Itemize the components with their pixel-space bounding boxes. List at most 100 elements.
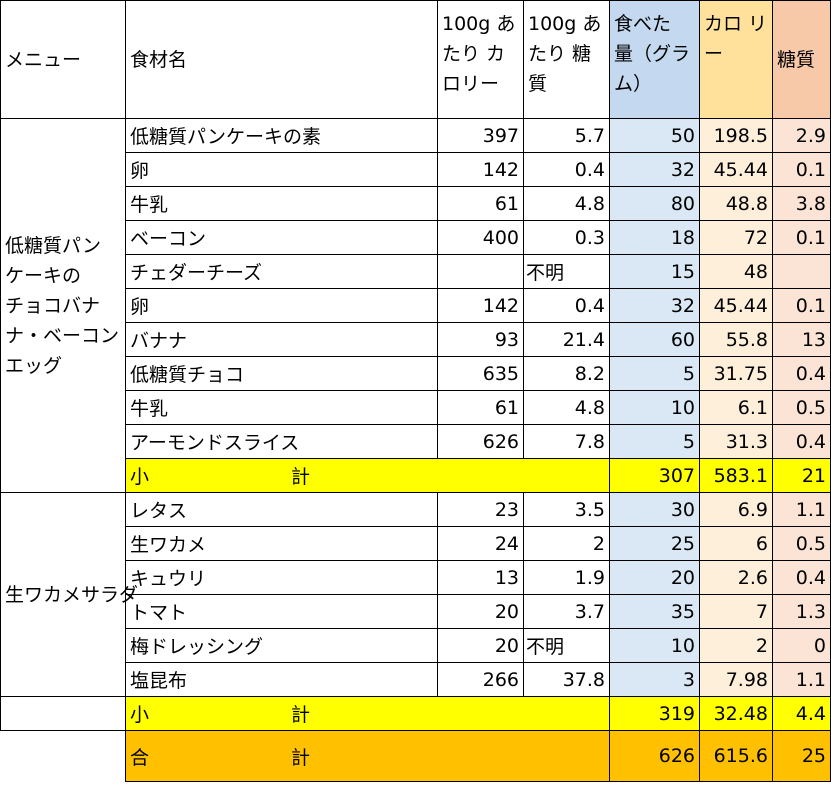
sugar-cell[interactable]: 0.1 xyxy=(772,288,831,323)
amount-cell[interactable]: 50 xyxy=(609,118,700,153)
amount-cell[interactable]: 18 xyxy=(609,220,700,255)
amount-cell[interactable]: 80 xyxy=(609,186,700,221)
total[interactable]: 合計 xyxy=(125,730,610,782)
calorie-cell[interactable]: 7.98 xyxy=(699,662,773,697)
amount-cell[interactable]: 3 xyxy=(609,662,700,697)
kcal-per-100g-cell[interactable]: 400 xyxy=(437,220,524,255)
header-calorie[interactable]: カロ リー xyxy=(699,0,773,119)
sugar-per-100g-cell[interactable]: 7.8 xyxy=(523,424,610,459)
kcal-per-100g-cell[interactable]: 24 xyxy=(437,526,524,561)
kcal-per-100g-cell[interactable]: 20 xyxy=(437,594,524,629)
sugar-per-100g-cell[interactable]: 不明 xyxy=(523,628,610,663)
ingredient-cell[interactable]: アーモンドスライス xyxy=(125,424,438,459)
calorie-cell[interactable]: 45.44 xyxy=(699,152,773,187)
amount-cell[interactable]: 25 xyxy=(609,526,700,561)
header-sugar-per-100g[interactable]: 100g あたり 糖質 xyxy=(523,0,610,119)
amount-cell[interactable]: 32 xyxy=(609,288,700,323)
amount-cell[interactable]: 10 xyxy=(609,390,700,425)
calorie-cell[interactable]: 72 xyxy=(699,220,773,255)
sugar-cell[interactable]: 0.5 xyxy=(772,390,831,425)
subtotal-sugar[interactable]: 21 xyxy=(772,458,831,493)
kcal-per-100g-cell[interactable]: 635 xyxy=(437,356,524,391)
kcal-per-100g-cell[interactable]: 397 xyxy=(437,118,524,153)
sugar-cell[interactable]: 0.4 xyxy=(772,424,831,459)
header-kcal-per-100g[interactable]: 100g あたり カロリー xyxy=(437,0,524,119)
calorie-cell[interactable]: 7 xyxy=(699,594,773,629)
sugar-per-100g-cell[interactable]: 0.3 xyxy=(523,220,610,255)
kcal-per-100g-cell[interactable]: 61 xyxy=(437,390,524,425)
kcal-per-100g-cell[interactable]: 626 xyxy=(437,424,524,459)
calorie-cell[interactable]: 2.6 xyxy=(699,560,773,595)
sugar-per-100g-cell[interactable]: 3.7 xyxy=(523,594,610,629)
calorie-cell[interactable]: 55.8 xyxy=(699,322,773,357)
ingredient-cell[interactable]: レタス xyxy=(125,492,438,527)
amount-cell[interactable]: 32 xyxy=(609,152,700,187)
calorie-cell[interactable]: 6 xyxy=(699,526,773,561)
calorie-cell[interactable]: 48.8 xyxy=(699,186,773,221)
sugar-per-100g-cell[interactable]: 不明 xyxy=(523,254,610,289)
subtotal[interactable]: 小計 xyxy=(125,458,610,493)
total-calorie[interactable]: 615.6 xyxy=(699,730,773,782)
kcal-per-100g-cell[interactable] xyxy=(437,254,524,289)
sugar-cell[interactable]: 13 xyxy=(772,322,831,357)
ingredient-cell[interactable]: 塩昆布 xyxy=(125,662,438,697)
header-menu[interactable]: メニュー xyxy=(0,0,126,119)
calorie-cell[interactable]: 6.1 xyxy=(699,390,773,425)
ingredient-cell[interactable]: 卵 xyxy=(125,152,438,187)
ingredient-cell[interactable]: ベーコン xyxy=(125,220,438,255)
ingredient-cell[interactable]: 卵 xyxy=(125,288,438,323)
header-amount[interactable]: 食べた 量（グラ ム） xyxy=(609,0,700,119)
sugar-cell[interactable]: 0.4 xyxy=(772,560,831,595)
subtotal[interactable]: 小計 xyxy=(125,696,610,731)
menu-name-cell[interactable]: 生ワカメサラダ xyxy=(0,492,138,697)
sugar-per-100g-cell[interactable]: 4.8 xyxy=(523,186,610,221)
calorie-cell[interactable]: 2 xyxy=(699,628,773,663)
amount-cell[interactable]: 20 xyxy=(609,560,700,595)
sugar-cell[interactable]: 0.4 xyxy=(772,356,831,391)
ingredient-cell[interactable]: 低糖質パンケーキの素 xyxy=(125,118,438,153)
sugar-cell[interactable]: 0.1 xyxy=(772,152,831,187)
sugar-cell[interactable]: 1.3 xyxy=(772,594,831,629)
amount-cell[interactable]: 60 xyxy=(609,322,700,357)
sugar-per-100g-cell[interactable]: 37.8 xyxy=(523,662,610,697)
ingredient-cell[interactable]: キュウリ xyxy=(125,560,438,595)
subtotal-amount[interactable]: 319 xyxy=(609,696,700,731)
ingredient-cell[interactable]: トマト xyxy=(125,594,438,629)
calorie-cell[interactable]: 31.3 xyxy=(699,424,773,459)
subtotal-amount[interactable]: 307 xyxy=(609,458,700,493)
subtotal-sugar[interactable]: 4.4 xyxy=(772,696,831,731)
ingredient-cell[interactable]: 梅ドレッシング xyxy=(125,628,438,663)
kcal-per-100g-cell[interactable]: 13 xyxy=(437,560,524,595)
calorie-cell[interactable]: 45.44 xyxy=(699,288,773,323)
calorie-cell[interactable]: 6.9 xyxy=(699,492,773,527)
kcal-per-100g-cell[interactable]: 23 xyxy=(437,492,524,527)
menu-name-cell[interactable]: 低糖質パン ケーキの チョコバナ ナ・ベーコン エッグ xyxy=(0,118,126,493)
calorie-cell[interactable]: 31.75 xyxy=(699,356,773,391)
calorie-cell[interactable]: 48 xyxy=(699,254,773,289)
ingredient-cell[interactable]: 生ワカメ xyxy=(125,526,438,561)
sugar-cell[interactable]: 2.9 xyxy=(772,118,831,153)
sugar-per-100g-cell[interactable]: 21.4 xyxy=(523,322,610,357)
amount-cell[interactable]: 5 xyxy=(609,356,700,391)
sugar-per-100g-cell[interactable]: 0.4 xyxy=(523,152,610,187)
ingredient-cell[interactable]: バナナ xyxy=(125,322,438,357)
sugar-per-100g-cell[interactable]: 0.4 xyxy=(523,288,610,323)
subtotal-calorie[interactable]: 583.1 xyxy=(699,458,773,493)
sugar-cell[interactable] xyxy=(772,254,831,289)
sugar-per-100g-cell[interactable]: 4.8 xyxy=(523,390,610,425)
sugar-cell[interactable]: 0.5 xyxy=(772,526,831,561)
amount-cell[interactable]: 10 xyxy=(609,628,700,663)
ingredient-cell[interactable]: 牛乳 xyxy=(125,186,438,221)
sugar-cell[interactable]: 1.1 xyxy=(772,662,831,697)
total-menu-blank[interactable] xyxy=(0,730,126,782)
sugar-cell[interactable]: 0 xyxy=(772,628,831,663)
total-amount[interactable]: 626 xyxy=(609,730,700,782)
calorie-cell[interactable]: 198.5 xyxy=(699,118,773,153)
sugar-per-100g-cell[interactable]: 1.9 xyxy=(523,560,610,595)
sugar-cell[interactable]: 3.8 xyxy=(772,186,831,221)
sugar-per-100g-cell[interactable]: 3.5 xyxy=(523,492,610,527)
amount-cell[interactable]: 30 xyxy=(609,492,700,527)
sugar-per-100g-cell[interactable]: 2 xyxy=(523,526,610,561)
ingredient-cell[interactable]: チェダーチーズ xyxy=(125,254,438,289)
kcal-per-100g-cell[interactable]: 93 xyxy=(437,322,524,357)
